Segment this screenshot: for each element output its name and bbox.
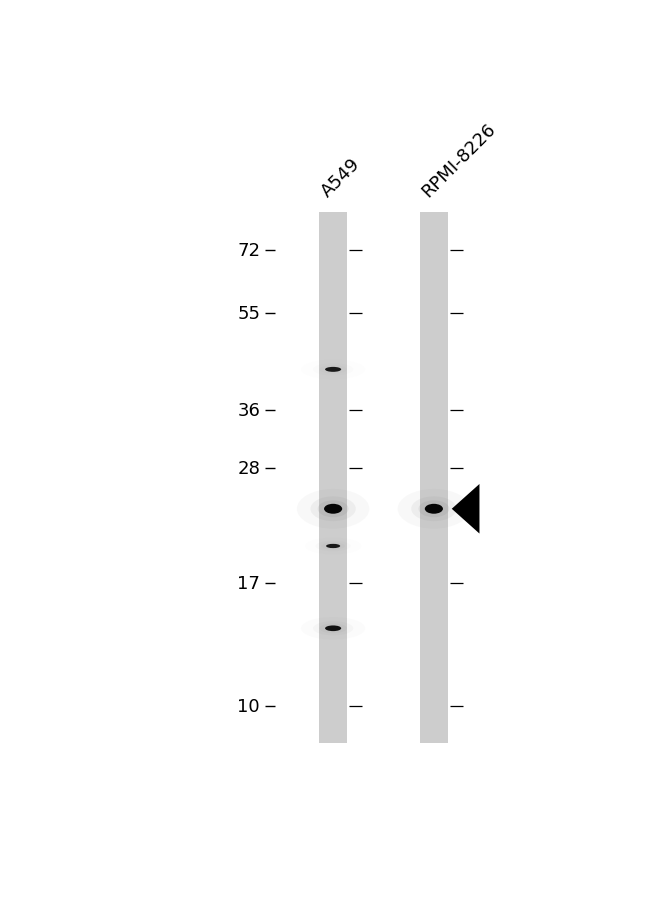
Text: 10: 10 bbox=[237, 698, 260, 715]
Text: 17: 17 bbox=[237, 575, 260, 593]
Ellipse shape bbox=[319, 624, 347, 633]
Polygon shape bbox=[452, 484, 480, 534]
Bar bbox=[319, 213, 347, 743]
Text: 55: 55 bbox=[237, 304, 260, 323]
Ellipse shape bbox=[419, 501, 449, 517]
Ellipse shape bbox=[398, 490, 470, 529]
Text: RPMI-8226: RPMI-8226 bbox=[419, 119, 499, 200]
Ellipse shape bbox=[324, 505, 342, 514]
Text: 28: 28 bbox=[237, 460, 260, 478]
Text: A549: A549 bbox=[318, 154, 364, 200]
Ellipse shape bbox=[311, 497, 356, 522]
Text: 72: 72 bbox=[237, 242, 260, 260]
Ellipse shape bbox=[425, 505, 443, 514]
Bar bbox=[420, 213, 448, 743]
Ellipse shape bbox=[297, 490, 369, 529]
Ellipse shape bbox=[325, 368, 341, 372]
Ellipse shape bbox=[318, 501, 348, 517]
Ellipse shape bbox=[325, 626, 341, 631]
Text: 36: 36 bbox=[237, 402, 260, 420]
Ellipse shape bbox=[326, 544, 340, 549]
Ellipse shape bbox=[411, 497, 456, 522]
